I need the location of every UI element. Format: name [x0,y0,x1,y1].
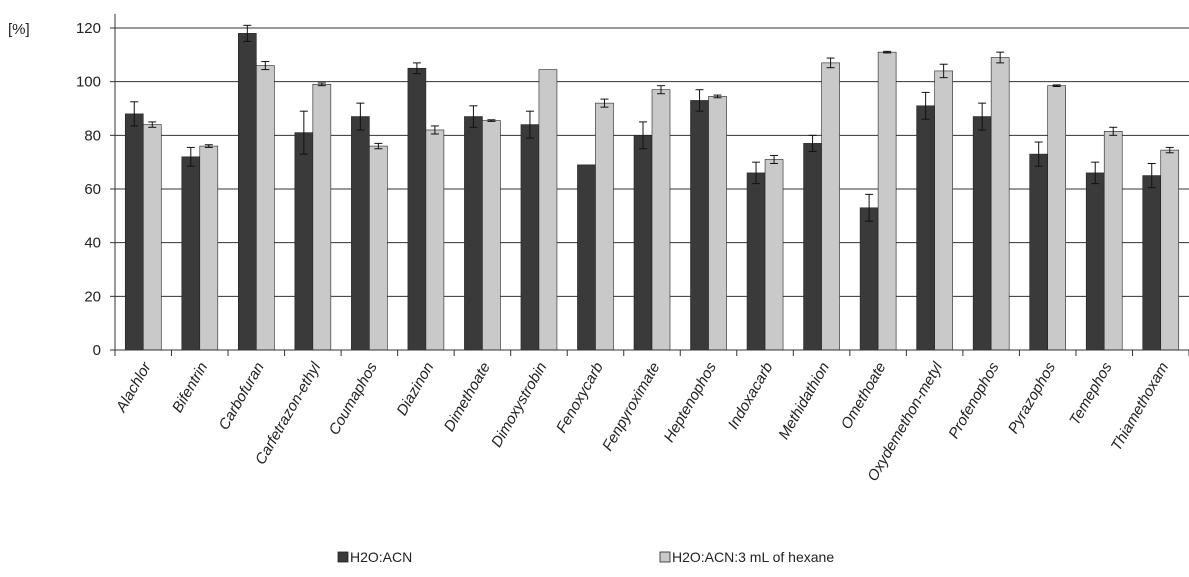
legend-swatch [659,551,671,563]
bar-h2o-acn-hexane [595,102,614,351]
y-tick-label: 40 [84,235,101,252]
bar-h2o-acn-hexane [312,84,332,351]
bars [124,24,1180,351]
bar-h2o-acn [1029,153,1048,351]
x-category-label: Profenophos [945,359,1003,442]
bar-h2o-acn [577,164,596,351]
bar-h2o-acn-hexane [425,129,445,351]
y-tick-label: 0 [93,342,101,359]
y-tick-label: 80 [84,127,101,144]
bar-h2o-acn-hexane [369,145,388,351]
bar-h2o-acn-hexane [651,89,671,351]
x-category-label: Alachlor [112,359,155,416]
x-category-label: Dimoxystrobin [488,360,550,451]
y-tick-label: 100 [76,74,101,91]
x-category-label: Fenpyroximate [599,360,663,454]
bar-h2o-acn-hexane [1103,131,1123,351]
bar-h2o-acn [238,33,257,351]
bar-h2o-acn [972,116,992,351]
y-tick-label: 120 [76,20,101,37]
x-category-label: Thiamethoxam [1108,360,1172,454]
bar-h2o-acn-hexane [877,51,897,351]
y-axis-label: [%] [8,21,30,38]
bar-h2o-acn [407,67,427,351]
bar-h2o-acn-hexane [990,57,1010,351]
legend-swatch [337,551,349,563]
bar-h2o-acn [803,143,822,351]
bar-h2o-acn [294,132,314,351]
legend: H2O:ACN H2O:ACN:3 mL of hexane [337,549,834,565]
bar-h2o-acn [351,116,370,351]
x-category-label: Pyrazophos [1005,359,1060,437]
bar-h2o-acn [690,100,709,351]
x-category-label: Heptenophos [661,359,721,445]
bar-h2o-acn-hexane [538,69,558,351]
bar-h2o-acn [181,156,201,351]
bar-h2o-acn-hexane [482,120,501,351]
bar-h2o-acn [464,116,483,351]
x-category-label: Carbofuran [216,360,268,433]
x-category-label: Methidathion [775,360,833,443]
y-tick-label: 20 [84,288,101,305]
x-category-label: Dimethoate [441,359,494,434]
bar-h2o-acn-hexane [199,145,219,351]
bar-h2o-acn [1142,175,1162,351]
bar-h2o-acn-hexane [1047,85,1066,351]
x-category-label: Temephos [1066,359,1116,428]
x-category-label: Omethoate [838,360,890,433]
bar-h2o-acn [746,172,766,351]
bar-h2o-acn [859,207,879,351]
x-category-label: Fenoxycarb [553,360,607,436]
bar-h2o-acn-hexane [142,124,162,351]
bar-h2o-acn [916,105,935,351]
bar-h2o-acn-hexane [821,62,840,351]
y-tick-label: 60 [84,181,101,198]
x-category-label: Diazinon [393,360,437,419]
bar-h2o-acn-hexane [708,96,727,351]
bar-h2o-acn [124,113,144,351]
bar-h2o-acn-hexane [934,70,953,351]
x-category-label: Bifentrin [169,360,211,416]
legend-label: H2O:ACN:3 mL of hexane [672,549,834,565]
x-category-label: Indoxacarb [725,360,777,433]
bar-h2o-acn [1085,172,1105,351]
bar-h2o-acn-hexane [1160,149,1180,351]
bar-h2o-acn [520,124,540,351]
bar-h2o-acn-hexane [764,159,784,351]
legend-label: H2O:ACN [350,549,412,565]
x-category-label: Coumaphos [326,359,381,438]
bar-h2o-acn-hexane [256,65,275,351]
bar-h2o-acn [633,135,653,351]
